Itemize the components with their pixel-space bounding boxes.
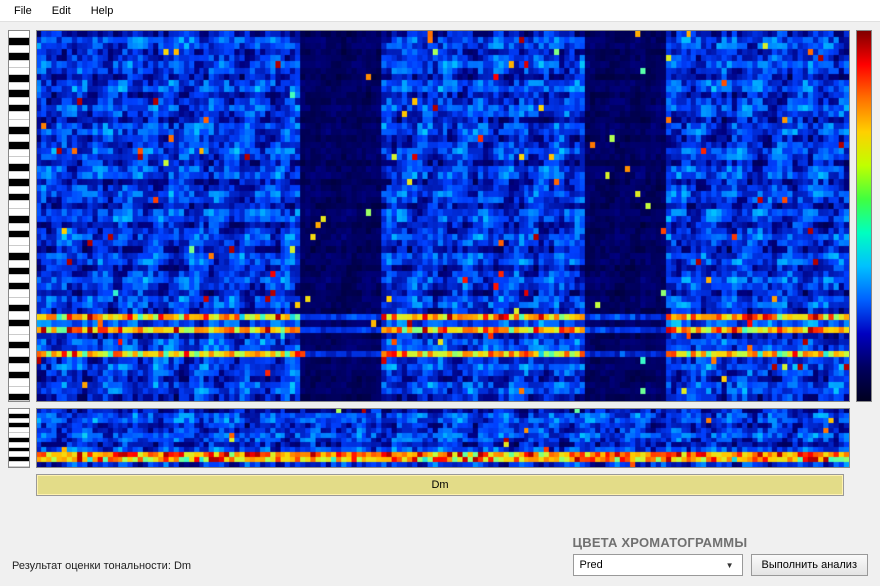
footer: Результат оценки тональности: Dm ЦВЕТА Х… (0, 534, 880, 586)
chevron-down-icon: ▼ (722, 557, 738, 573)
key-result-bar: Dm (36, 474, 844, 496)
piano-keyboard-lower (8, 408, 30, 468)
main-visualization-area: Dm (8, 30, 872, 508)
chromatogram-colors-title: ЦВЕТА ХРОМАТОГРАММЫ (573, 535, 748, 550)
menu-edit[interactable]: Edit (42, 3, 81, 19)
analyze-button[interactable]: Выполнить анализ (751, 554, 868, 576)
colormap-dropdown[interactable]: Pred ▼ (573, 554, 743, 576)
key-result-label: Dm (431, 479, 448, 491)
tonality-result-text: Результат оценки тональности: Dm (12, 560, 191, 576)
intensity-colorbar (856, 30, 872, 402)
colormap-dropdown-value: Pred (580, 559, 603, 571)
spectrogram-lower-panel (36, 408, 850, 468)
menu-help[interactable]: Help (81, 3, 124, 19)
menubar: File Edit Help (0, 0, 880, 22)
menu-file[interactable]: File (4, 3, 42, 19)
piano-keyboard-upper (8, 30, 30, 402)
spectrogram-upper-panel (36, 30, 850, 402)
